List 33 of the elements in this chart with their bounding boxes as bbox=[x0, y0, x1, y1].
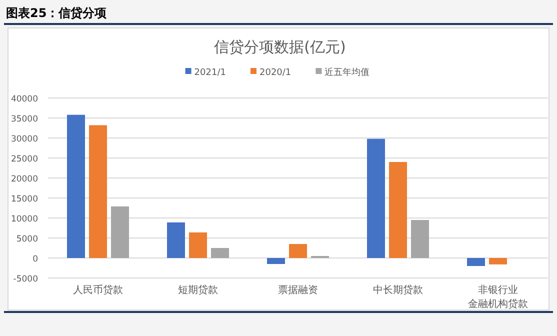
bar bbox=[67, 114, 85, 258]
bar bbox=[411, 220, 429, 258]
bar bbox=[211, 248, 229, 258]
bar bbox=[489, 258, 507, 264]
y-tick-label: 30000 bbox=[10, 134, 38, 144]
y-tick-label: 40000 bbox=[10, 94, 38, 104]
bar bbox=[111, 206, 129, 258]
legend-label: 2020/1 bbox=[260, 68, 292, 78]
chart-subtitle: 信贷分项数据(亿元) bbox=[214, 38, 346, 56]
legend-label: 2021/1 bbox=[194, 68, 226, 78]
y-tick-label: 5000 bbox=[16, 234, 38, 244]
bar bbox=[167, 222, 185, 258]
legend-label: 近五年均值 bbox=[324, 67, 370, 78]
bar bbox=[267, 258, 285, 264]
y-tick-label: 0 bbox=[32, 254, 38, 264]
bar bbox=[189, 232, 207, 258]
y-tick-label: 10000 bbox=[10, 214, 38, 224]
bar bbox=[289, 244, 307, 258]
bar bbox=[467, 258, 485, 266]
y-tick-label: 15000 bbox=[10, 194, 38, 204]
bar bbox=[389, 162, 407, 258]
x-tick-label: 票据融资 bbox=[278, 284, 318, 296]
bar bbox=[367, 138, 385, 258]
x-tick-label: 中长期贷款 bbox=[373, 284, 423, 296]
bar bbox=[89, 125, 107, 258]
x-tick-label: 人民币贷款 bbox=[73, 284, 123, 296]
y-tick-label: 25000 bbox=[10, 154, 38, 164]
y-tick-label: -5000 bbox=[13, 274, 38, 284]
x-tick-label: 非银行业金融机构贷款 bbox=[468, 284, 528, 310]
y-tick-label: 20000 bbox=[10, 174, 38, 184]
x-tick-label: 短期贷款 bbox=[178, 284, 218, 296]
chart-title: 图表25：信贷分项 bbox=[6, 6, 108, 20]
y-tick-label: 35000 bbox=[10, 114, 38, 124]
